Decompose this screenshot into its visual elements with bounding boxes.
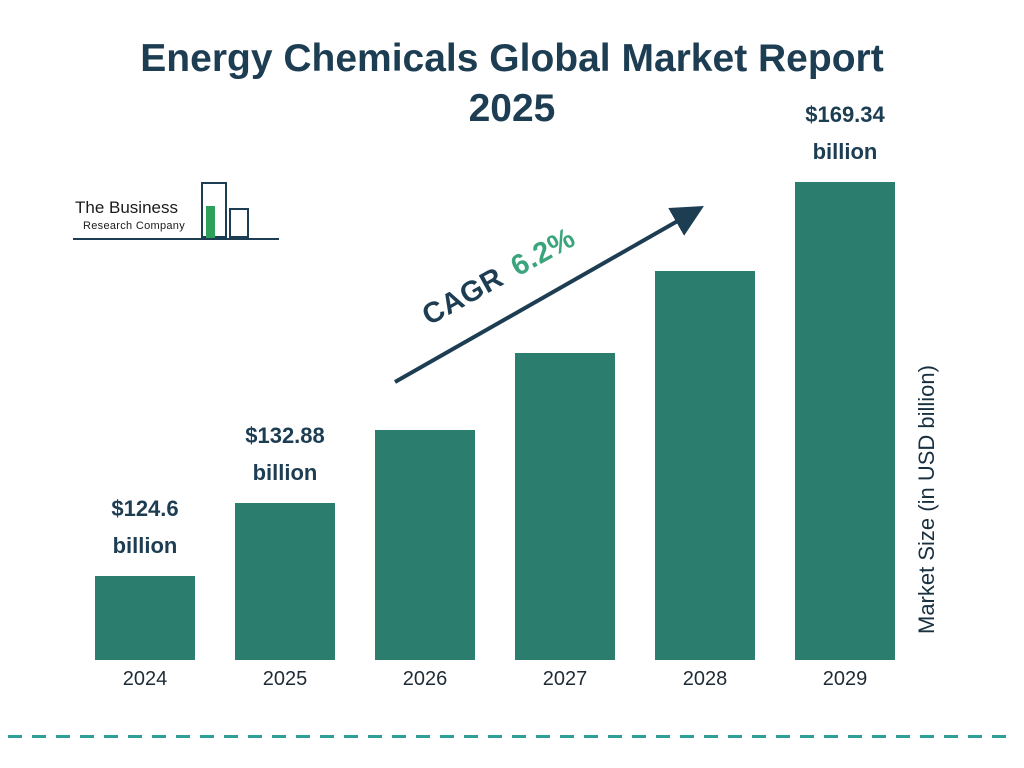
- bar-column-2027: [515, 353, 615, 660]
- bar-2028: [655, 271, 755, 660]
- bar-value-label: $132.88 billion: [245, 423, 325, 485]
- cagr-trend-arrow: [394, 206, 704, 384]
- x-axis-label: 2028: [682, 668, 728, 690]
- bar-value-label: $124.6 billion: [111, 496, 179, 558]
- y-axis-title: Market Size (in USD billion): [914, 365, 939, 635]
- bar-2026: [375, 430, 475, 660]
- bar-column-2024: $124.6 billion: [95, 490, 195, 660]
- bar-column-2026: [375, 430, 475, 660]
- company-logo: The Business Research Company: [73, 180, 288, 246]
- x-axis-label: 2029: [822, 668, 868, 690]
- logo-barchart-icon: [229, 208, 249, 238]
- bar-column-2025: $132.88 billion: [235, 417, 335, 660]
- bar-column-2028: [655, 271, 755, 660]
- bar-2027: [515, 353, 615, 660]
- logo-text-line2: Research Company: [83, 220, 186, 232]
- bar-2024: [95, 576, 195, 660]
- bar-chart: $124.6 billion $132.88 billion $169.34 billio…: [95, 102, 895, 660]
- logo-barchart-icon: [206, 206, 215, 238]
- bottom-dashed-divider: [8, 735, 1016, 738]
- bar-column-2029: $169.34 billion: [795, 96, 895, 660]
- x-axis-labels: 2024 2025 2026 2027 2028 2029: [95, 668, 895, 691]
- x-axis-label: 2025: [262, 668, 308, 690]
- bar-2025: [235, 503, 335, 660]
- x-axis-label: 2024: [122, 668, 168, 690]
- x-axis-label: 2026: [402, 668, 448, 690]
- bar-value-label: $169.34 billion: [805, 102, 885, 164]
- page-title: Energy Chemicals Global Market Report 20…: [140, 37, 884, 130]
- logo-text-line1: The Business: [75, 198, 178, 217]
- bar-2029: [795, 182, 895, 660]
- logo-underline: [73, 238, 279, 240]
- x-axis-label: 2027: [542, 668, 588, 690]
